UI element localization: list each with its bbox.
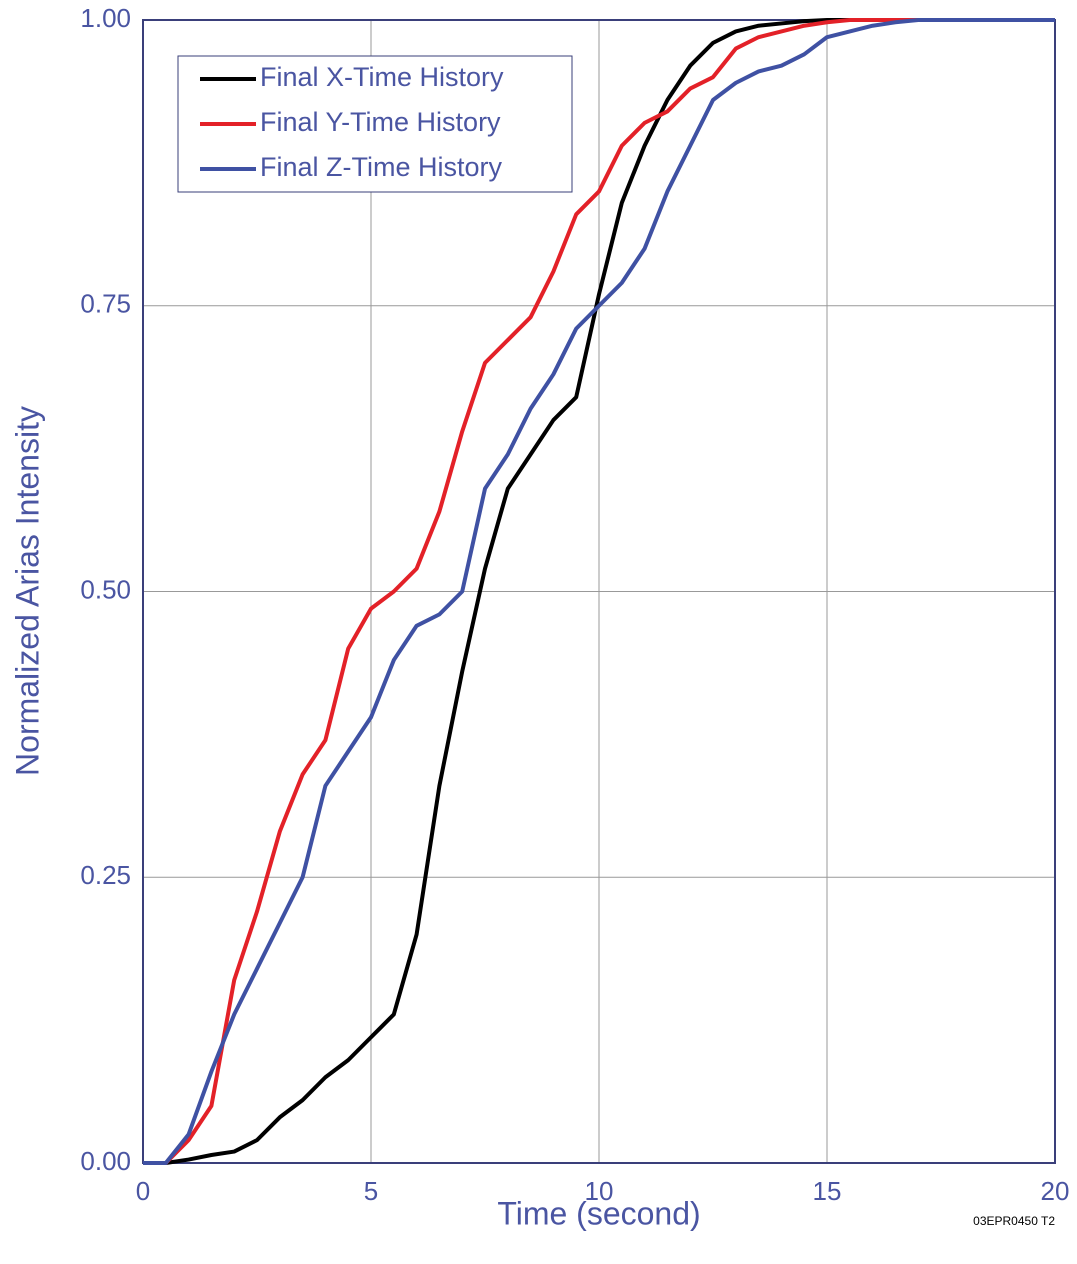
legend-label: Final Y-Time History <box>260 107 501 137</box>
x-tick-label: 15 <box>813 1176 842 1206</box>
plot-frame <box>142 19 1056 1164</box>
x-tick-label: 10 <box>585 1176 614 1206</box>
y-tick-label: 1.00 <box>80 3 131 33</box>
y-tick-label: 0.75 <box>80 289 131 319</box>
x-axis-label: Time (second) <box>497 1195 700 1231</box>
legend-label: Final Z-Time History <box>260 152 503 182</box>
x-tick-label: 5 <box>364 1176 378 1206</box>
y-axis-label: Normalized Arias Intensity <box>9 406 45 776</box>
x-tick-label: 20 <box>1041 1176 1070 1206</box>
y-tick-label: 0.25 <box>80 860 131 890</box>
legend-label: Final X-Time History <box>260 62 504 92</box>
annotation: 03EPR0450 T2 <box>973 1214 1055 1228</box>
y-tick-label: 0.00 <box>80 1146 131 1176</box>
x-tick-label: 0 <box>136 1176 150 1206</box>
series-line <box>143 18 1055 1165</box>
y-tick-label: 0.50 <box>80 574 131 604</box>
